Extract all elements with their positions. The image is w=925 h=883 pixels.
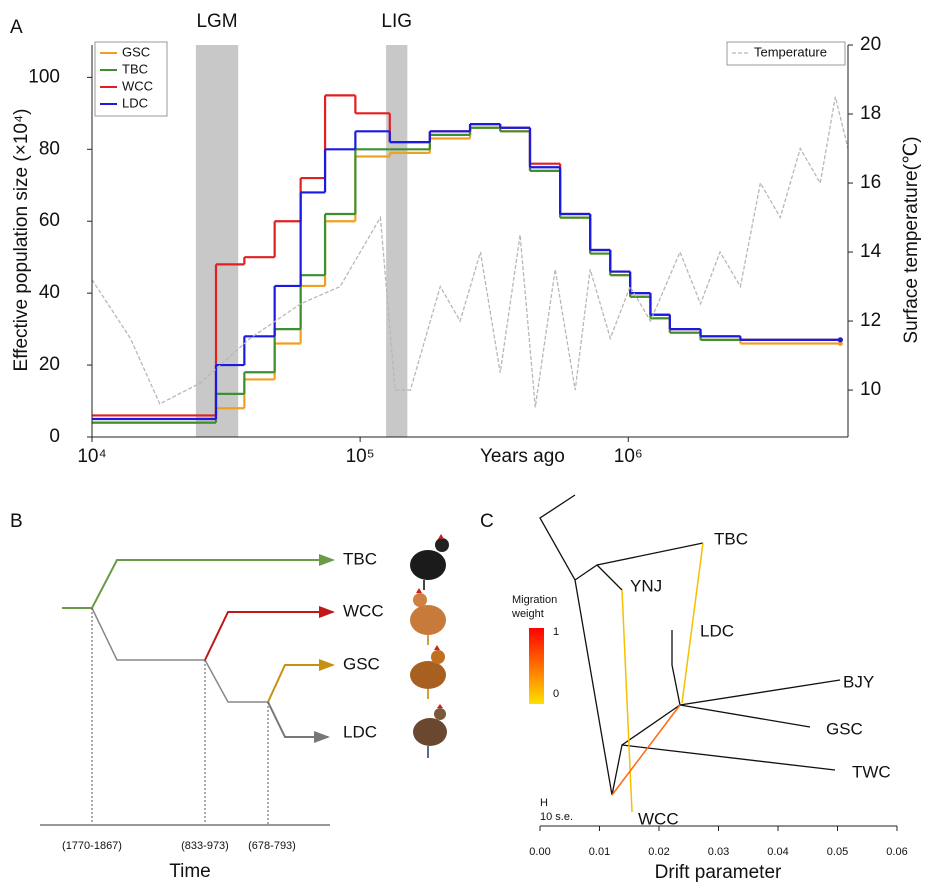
y2-tick-label: 18 [860,103,881,124]
population-label: BJY [843,672,874,691]
population-label: GSC [826,719,863,738]
population-label: WCC [638,809,679,828]
end-point [837,340,843,346]
tick-label: 0.05 [827,846,848,858]
region-label: LIG [381,11,412,32]
panel-c: C TBC YNJ LDC BJY GSC TWC WCC Migration … [480,494,908,883]
y-tick-label: 100 [28,66,60,87]
legend-min: 0 [553,688,559,700]
y2-tick-label: 16 [860,172,881,193]
x-tick-label: 10⁶ [614,446,643,467]
end-point [837,337,843,343]
scale-label: H [540,797,548,809]
y2-tick-label: 10 [860,379,881,400]
x-axis-label: Years ago [480,446,565,467]
panel-label: C [480,511,494,532]
date-label: (678-793) [248,840,296,852]
tick-label: 0.03 [708,846,729,858]
x-tick-label: 10⁴ [77,446,106,467]
branch [62,554,335,609]
legend-label: TBC [122,61,148,76]
branch [91,607,205,661]
y-tick-label: 80 [39,138,60,159]
branch [267,659,335,703]
branch [204,659,268,703]
y2-tick-label: 14 [860,241,882,262]
legend-max: 1 [553,626,559,638]
y2-tick-label: 20 [860,34,881,55]
tick-label: 0.00 [529,846,550,858]
panel-label: B [10,511,23,532]
legend-title: weight [511,608,544,620]
legend-box [726,41,846,66]
population-label: LDC [700,621,734,640]
axis-label: Time [169,861,211,882]
y-tick-label: 40 [39,282,60,303]
population-label: YNJ [630,576,662,595]
weight-gradient [529,628,544,704]
y-tick-label: 60 [39,210,60,231]
legend-title: Migration [512,594,557,606]
leaf-label: WCC [343,601,384,620]
axis-ticks: 0.00 0.01 0.02 0.03 0.04 0.05 0.06 [529,826,908,858]
date-label: (833-973) [181,840,229,852]
panel-label: A [10,17,23,38]
tick-label: 0.01 [589,846,610,858]
population-label: TBC [714,529,748,548]
tick-label: 0.04 [767,846,788,858]
y-tick-label: 0 [49,426,60,447]
tick-label: 0.06 [886,846,907,858]
chicken-icons [410,534,449,758]
legend-label: Temperature [754,44,827,59]
leaf-label: TBC [343,549,377,568]
region-label: LGM [196,11,237,32]
x-tick-label: 10⁵ [346,446,375,467]
leaf-label: LDC [343,722,377,741]
plot-area [91,45,849,437]
date-label: (1770-1867) [62,840,122,852]
scale-unit: 10 s.e. [540,811,573,823]
tick-label: 0.02 [648,846,669,858]
panel-b: B TBC WCC GSC LDC (1770-1867) (833-973) … [10,511,449,882]
leaf-label: GSC [343,654,380,673]
migration-edge [621,542,704,813]
axis-label: Drift parameter [655,862,782,883]
series-line [91,96,849,408]
legend-label: GSC [122,44,150,59]
y-tick-label: 20 [39,354,60,375]
y2-axis-label: Surface temperature(℃) [901,136,922,343]
y-axis-label: Effective population size (×10⁴) [11,109,32,372]
legend-label: LDC [122,95,148,110]
panel-a: A Years ago Effective population size (×… [10,11,922,467]
y2-tick-label: 12 [860,310,881,331]
branch [267,701,330,743]
date-guide [91,608,269,824]
legend-label: WCC [122,78,153,93]
population-label: TWC [852,762,891,781]
branch [204,606,335,661]
migration-edge [611,704,681,796]
shaded-region [386,45,408,437]
